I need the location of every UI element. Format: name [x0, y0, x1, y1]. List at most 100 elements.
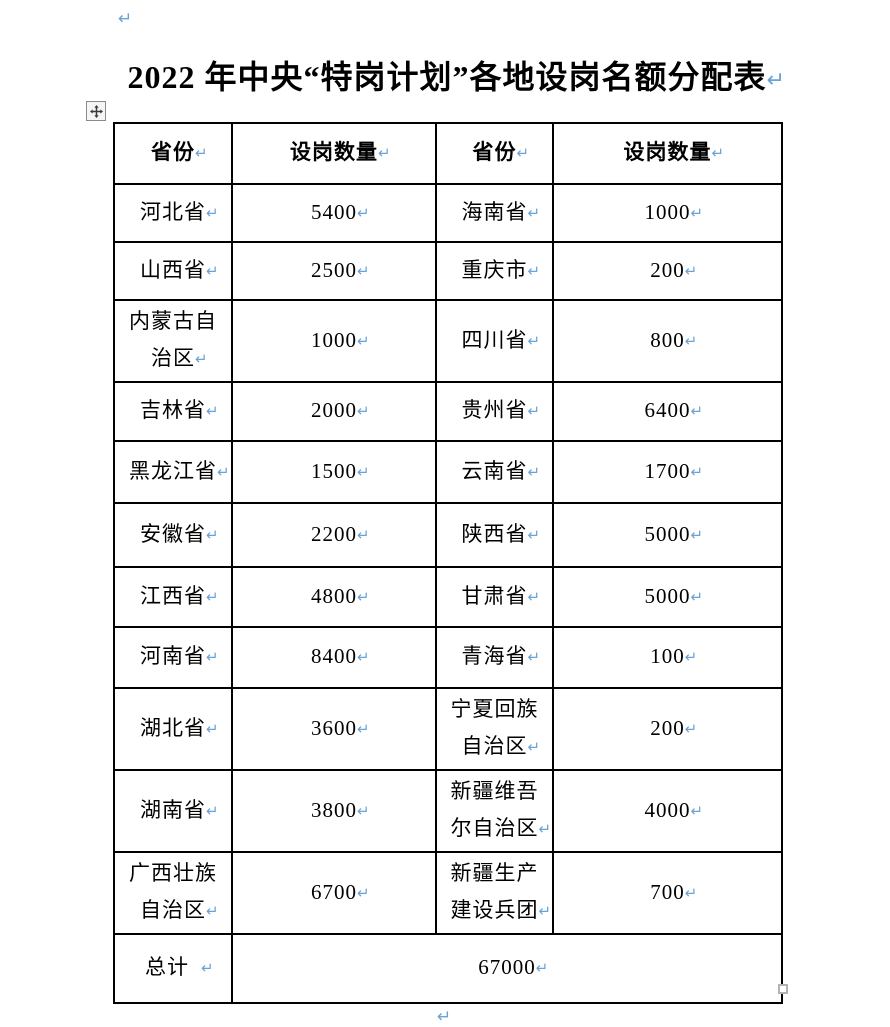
- cell-text: 700: [650, 879, 685, 904]
- cell-text: 江西省: [140, 583, 206, 608]
- cell-province[interactable]: 山西省↵: [113, 241, 233, 301]
- cell-text: 6400: [644, 398, 691, 422]
- cell-text: 1700: [644, 458, 691, 483]
- cell-province[interactable]: 江西省↵: [113, 566, 233, 628]
- cell-text: 重庆市: [461, 257, 528, 282]
- cell-province[interactable]: 青海省↵: [435, 626, 554, 689]
- cell-province[interactable]: 贵州省↵: [435, 381, 554, 442]
- cell-count[interactable]: 200↵: [552, 687, 783, 771]
- table-row: 河北省↵ 5400↵ 海南省↵ 1000↵: [113, 183, 783, 243]
- cell-text: 8400: [311, 644, 357, 668]
- cell-province[interactable]: 内蒙古自治区↵: [113, 299, 233, 383]
- cell-count[interactable]: 5000↵: [552, 566, 783, 628]
- title-text: 2022 年中央“特岗计划”各地设岗名额分配表: [127, 59, 767, 95]
- cell-text: 陕西省: [461, 521, 528, 546]
- cell-count[interactable]: 200↵: [552, 241, 783, 301]
- cell-count[interactable]: 3600↵: [231, 687, 437, 771]
- cell-text: 67000: [478, 955, 536, 979]
- cell-text: 800: [650, 327, 685, 352]
- cell-province[interactable]: 重庆市↵: [435, 241, 554, 301]
- cell-count[interactable]: 1000↵: [231, 299, 437, 383]
- cell-text: 2000: [311, 398, 357, 422]
- cell-count[interactable]: 4800↵: [231, 566, 437, 628]
- table-row: 安徽省↵ 2200↵ 陕西省↵ 5000↵: [113, 502, 783, 568]
- cell-text: 河北省: [140, 199, 206, 224]
- cell-province[interactable]: 云南省↵: [435, 440, 554, 504]
- cell-province[interactable]: 陕西省↵: [435, 502, 554, 568]
- cell-text: 1000: [644, 199, 691, 224]
- paragraph-mark-icon: ↵: [437, 1007, 452, 1027]
- cell-total-label[interactable]: 总计 ↵: [113, 933, 233, 1004]
- cell-count[interactable]: 6400↵: [552, 381, 783, 442]
- cell-count[interactable]: 1500↵: [231, 440, 437, 504]
- cell-count[interactable]: 2500↵: [231, 241, 437, 301]
- cell-text: 3600: [311, 715, 357, 740]
- cell-text: 湖南省: [140, 797, 206, 822]
- table-resize-handle[interactable]: [778, 984, 788, 994]
- cell-total-value[interactable]: 67000↵: [231, 933, 783, 1004]
- cell-province[interactable]: 河南省↵: [113, 626, 233, 689]
- cell-province[interactable]: 河北省↵: [113, 183, 233, 243]
- cell-text: 总计: [145, 955, 189, 979]
- cell-text: 4000: [644, 797, 691, 822]
- cell-text: 山西省: [140, 257, 206, 282]
- table-row: 山西省↵ 2500↵ 重庆市↵ 200↵: [113, 241, 783, 301]
- cell-count[interactable]: 1700↵: [552, 440, 783, 504]
- cell-text: 黑龙江省: [129, 458, 217, 483]
- cell-count[interactable]: 100↵: [552, 626, 783, 689]
- paragraph-mark-icon: ↵: [118, 9, 133, 29]
- cell-count[interactable]: 2200↵: [231, 502, 437, 568]
- header-cell-province-right[interactable]: 省份↵: [435, 122, 554, 185]
- cell-count[interactable]: 1000↵: [552, 183, 783, 243]
- cell-province[interactable]: 湖南省↵: [113, 769, 233, 853]
- cell-text: 安徽省: [140, 521, 206, 546]
- cell-province[interactable]: 湖北省↵: [113, 687, 233, 771]
- table-move-handle[interactable]: [86, 101, 106, 121]
- cell-province[interactable]: 宁夏回族自治区↵: [435, 687, 554, 771]
- cell-text: 甘肃省: [461, 583, 528, 608]
- header-text: 设岗数量: [623, 140, 712, 164]
- cell-province[interactable]: 安徽省↵: [113, 502, 233, 568]
- allocation-table: 省份↵ 设岗数量↵ 省份↵ 设岗数量↵ 河北省↵ 5400↵ 海南省↵ 1000…: [113, 122, 783, 1004]
- cell-province[interactable]: 海南省↵: [435, 183, 554, 243]
- cell-text: 青海省: [461, 644, 528, 668]
- document-title[interactable]: 2022 年中央“特岗计划”各地设岗名额分配表↵: [127, 59, 785, 95]
- header-cell-count-left[interactable]: 设岗数量↵: [231, 122, 437, 185]
- cell-text: 新疆生产建设兵团: [450, 861, 539, 922]
- cell-count[interactable]: 700↵: [552, 851, 783, 935]
- cell-text: 2500: [311, 257, 357, 282]
- cell-province[interactable]: 甘肃省↵: [435, 566, 554, 628]
- cell-text: 河南省: [140, 644, 206, 668]
- table-row: 内蒙古自治区↵ 1000↵ 四川省↵ 800↵: [113, 299, 783, 383]
- cell-text: 宁夏回族自治区: [450, 697, 539, 758]
- header-cell-count-right[interactable]: 设岗数量↵: [552, 122, 783, 185]
- cell-count[interactable]: 5000↵: [552, 502, 783, 568]
- cell-count[interactable]: 5400↵: [231, 183, 437, 243]
- cell-count[interactable]: 8400↵: [231, 626, 437, 689]
- cell-text: 吉林省: [140, 398, 206, 422]
- cell-count[interactable]: 6700↵: [231, 851, 437, 935]
- cell-count[interactable]: 3800↵: [231, 769, 437, 853]
- cell-province[interactable]: 广西壮族自治区↵: [113, 851, 233, 935]
- cell-text: 200: [650, 257, 685, 282]
- cell-province[interactable]: 新疆生产建设兵团↵: [435, 851, 554, 935]
- header-text: 省份: [151, 140, 195, 164]
- cell-text: 5000: [644, 521, 691, 546]
- cell-text: 5000: [644, 583, 691, 608]
- table-row: 黑龙江省↵ 1500↵ 云南省↵ 1700↵: [113, 440, 783, 504]
- cell-text: 云南省: [461, 458, 528, 483]
- cell-count[interactable]: 800↵: [552, 299, 783, 383]
- cell-province[interactable]: 吉林省↵: [113, 381, 233, 442]
- cell-count[interactable]: 2000↵: [231, 381, 437, 442]
- cell-text: 1000: [311, 327, 357, 352]
- table-row: 广西壮族自治区↵ 6700↵ 新疆生产建设兵团↵ 700↵: [113, 851, 783, 935]
- cell-province[interactable]: 四川省↵: [435, 299, 554, 383]
- cell-province[interactable]: 黑龙江省↵: [113, 440, 233, 504]
- header-cell-province-left[interactable]: 省份↵: [113, 122, 233, 185]
- cell-count[interactable]: 4000↵: [552, 769, 783, 853]
- cell-text: 5400: [311, 199, 357, 224]
- table-row: 河南省↵ 8400↵ 青海省↵ 100↵: [113, 626, 783, 689]
- cell-text: 广西壮族自治区: [129, 861, 217, 922]
- cell-text: 2200: [311, 521, 357, 546]
- cell-province[interactable]: 新疆维吾尔自治区↵: [435, 769, 554, 853]
